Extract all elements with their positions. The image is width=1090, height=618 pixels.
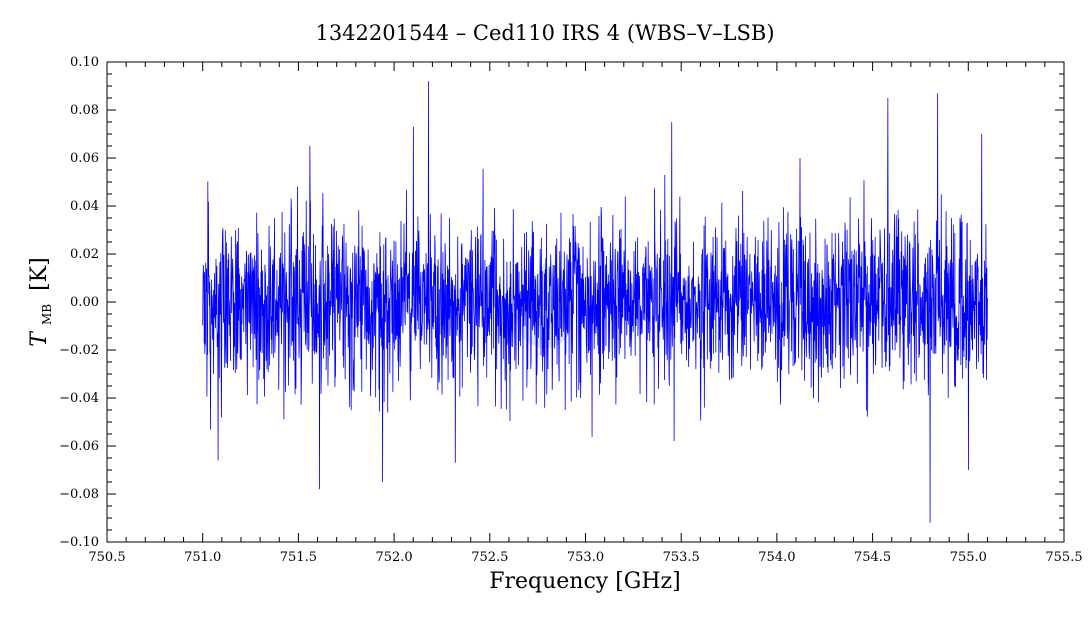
x-tick-label: 750.5 <box>88 550 125 565</box>
y-tick-label: −0.06 <box>59 439 99 454</box>
x-axis: 750.5 751.0 751.5 752.0 752.5 753.0 753.5 754.0… <box>88 62 1083 565</box>
y-tick-label: 0.08 <box>70 103 99 118</box>
x-tick-label: 755.5 <box>1045 550 1082 565</box>
y-tick-label: 0.02 <box>70 247 99 262</box>
y-tick-label: 0.00 <box>70 295 99 310</box>
x-tick-label: 751.5 <box>280 550 317 565</box>
y-axis-label: T MB [K] <box>27 257 57 346</box>
y-tick-label: −0.08 <box>59 487 99 502</box>
y-tick-label: 0.06 <box>70 151 99 166</box>
x-tick-label: 754.0 <box>758 550 795 565</box>
svg-text:T MB [K]: T MB [K] <box>27 257 57 346</box>
x-tick-label: 753.0 <box>567 550 604 565</box>
y-tick-label: 0.04 <box>70 199 99 214</box>
y-axis: 0.10 0.08 0.06 0.04 0.02 0.00 −0.02 −0.04 −0.06 −… <box>59 55 1064 550</box>
y-axis-label-unit: [K] <box>27 257 52 291</box>
y-tick-label: −0.02 <box>59 343 99 358</box>
y-tick-label: −0.10 <box>59 535 99 550</box>
y-tick-label: −0.04 <box>59 391 99 406</box>
y-axis-label-subscript: MB <box>40 304 54 325</box>
y-tick-label: 0.10 <box>70 55 99 70</box>
x-tick-label: 755.0 <box>950 550 987 565</box>
spectrum-series-line <box>202 81 988 523</box>
x-axis-label: Frequency [GHz] <box>489 569 681 594</box>
chart-title: 1342201544 – Ced110 IRS 4 (WBS–V–LSB) <box>315 21 774 45</box>
x-tick-label: 752.5 <box>471 550 508 565</box>
x-tick-label: 753.5 <box>663 550 700 565</box>
x-tick-label: 751.0 <box>184 550 221 565</box>
y-axis-label-symbol: T <box>27 330 52 347</box>
x-tick-label: 754.5 <box>854 550 891 565</box>
x-tick-label: 752.0 <box>375 550 412 565</box>
